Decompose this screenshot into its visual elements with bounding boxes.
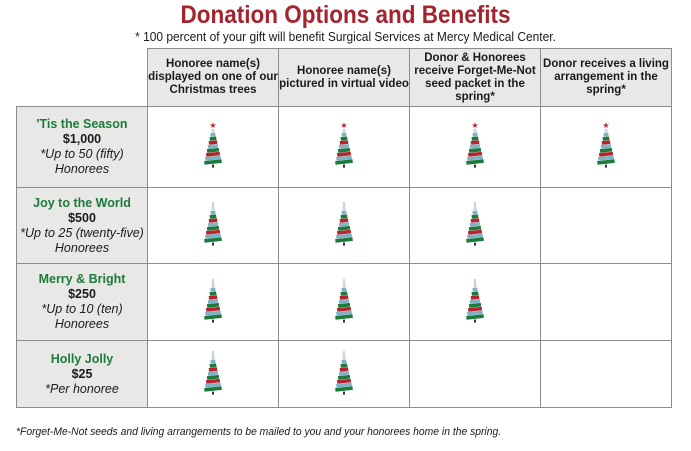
christmas-tree-icon <box>203 199 223 252</box>
christmas-tree-icon <box>203 276 223 329</box>
table-row: Joy to the World $500 *Up to 25 (twenty-… <box>16 187 672 264</box>
header-row: Honoree name(s) displayed on one of our … <box>16 48 672 107</box>
tier-note: *Per honoree <box>45 381 119 396</box>
benefit-cell: ★ <box>409 106 541 188</box>
benefit-cell: ★ <box>278 106 410 188</box>
benefit-cell <box>409 340 541 408</box>
benefit-cell <box>147 263 279 341</box>
tier-cell: 'Tis the Season $1,000 *Up to 50 (fifty)… <box>16 106 148 188</box>
svg-text:★: ★ <box>209 121 216 130</box>
header-corner <box>16 48 148 107</box>
christmas-tree-icon <box>334 199 354 252</box>
svg-text:★: ★ <box>471 121 478 130</box>
tier-cell: Joy to the World $500 *Up to 25 (twenty-… <box>16 187 148 264</box>
tier-name: Joy to the World <box>33 195 131 210</box>
page-subtitle: * 100 percent of your gift will benefit … <box>135 29 556 44</box>
tier-note: *Up to 10 (ten) Honorees <box>41 302 123 331</box>
benefit-cell <box>278 340 410 408</box>
tier-note: *Up to 50 (fifty) Honorees <box>40 147 124 176</box>
footnote: *Forget-Me-Not seeds and living arrangem… <box>16 426 502 438</box>
tier-amount: $250 <box>68 287 96 301</box>
column-header: Honoree name(s) pictured in virtual vide… <box>278 48 410 107</box>
benefit-cell <box>409 263 541 341</box>
column-header: Donor receives a living arrangement in t… <box>540 48 672 107</box>
tier-name: 'Tis the Season <box>36 117 128 131</box>
christmas-tree-icon: ★ <box>465 121 485 174</box>
christmas-tree-icon <box>334 276 354 329</box>
tier-name: Holly Jolly <box>50 351 114 366</box>
svg-text:★: ★ <box>602 121 609 130</box>
christmas-tree-icon: ★ <box>203 121 223 174</box>
benefit-cell: ★ <box>147 106 279 188</box>
benefit-cell <box>540 263 672 341</box>
tier-note: *Up to 25 (twenty-five) Honorees <box>20 225 144 255</box>
svg-text:★: ★ <box>340 121 347 130</box>
benefits-table: Honoree name(s) displayed on one of our … <box>16 48 672 408</box>
benefit-cell <box>147 340 279 408</box>
tier-amount: $25 <box>71 366 93 381</box>
column-header: Donor & Honorees receive Forget-Me-Not s… <box>409 48 541 107</box>
benefit-cell <box>147 187 279 264</box>
benefit-cell: ★ <box>540 106 672 188</box>
benefit-cell <box>540 340 672 408</box>
tier-name: Merry & Bright <box>38 272 126 286</box>
tier-amount: $1,000 <box>62 132 102 146</box>
table-row: Holly Jolly $25 *Per honoree <box>16 340 672 408</box>
benefit-cell <box>540 187 672 264</box>
benefit-cell <box>278 263 410 341</box>
tier-amount: $500 <box>68 210 96 225</box>
christmas-tree-icon: ★ <box>334 121 354 174</box>
christmas-tree-icon <box>203 348 223 401</box>
benefit-cell <box>278 187 410 264</box>
page-title: Donation Options and Benefits <box>180 1 511 29</box>
column-header: Honoree name(s) displayed on one of our … <box>147 48 279 107</box>
christmas-tree-icon <box>465 199 485 252</box>
tier-cell: Holly Jolly $25 *Per honoree <box>16 340 148 408</box>
table-row: 'Tis the Season $1,000 *Up to 50 (fifty)… <box>16 106 672 188</box>
christmas-tree-icon: ★ <box>596 121 616 174</box>
benefit-cell <box>409 187 541 264</box>
christmas-tree-icon <box>334 348 354 401</box>
christmas-tree-icon <box>465 276 485 329</box>
table-row: Merry & Bright $250 *Up to 10 (ten) Hono… <box>16 263 672 341</box>
tier-cell: Merry & Bright $250 *Up to 10 (ten) Hono… <box>16 263 148 341</box>
